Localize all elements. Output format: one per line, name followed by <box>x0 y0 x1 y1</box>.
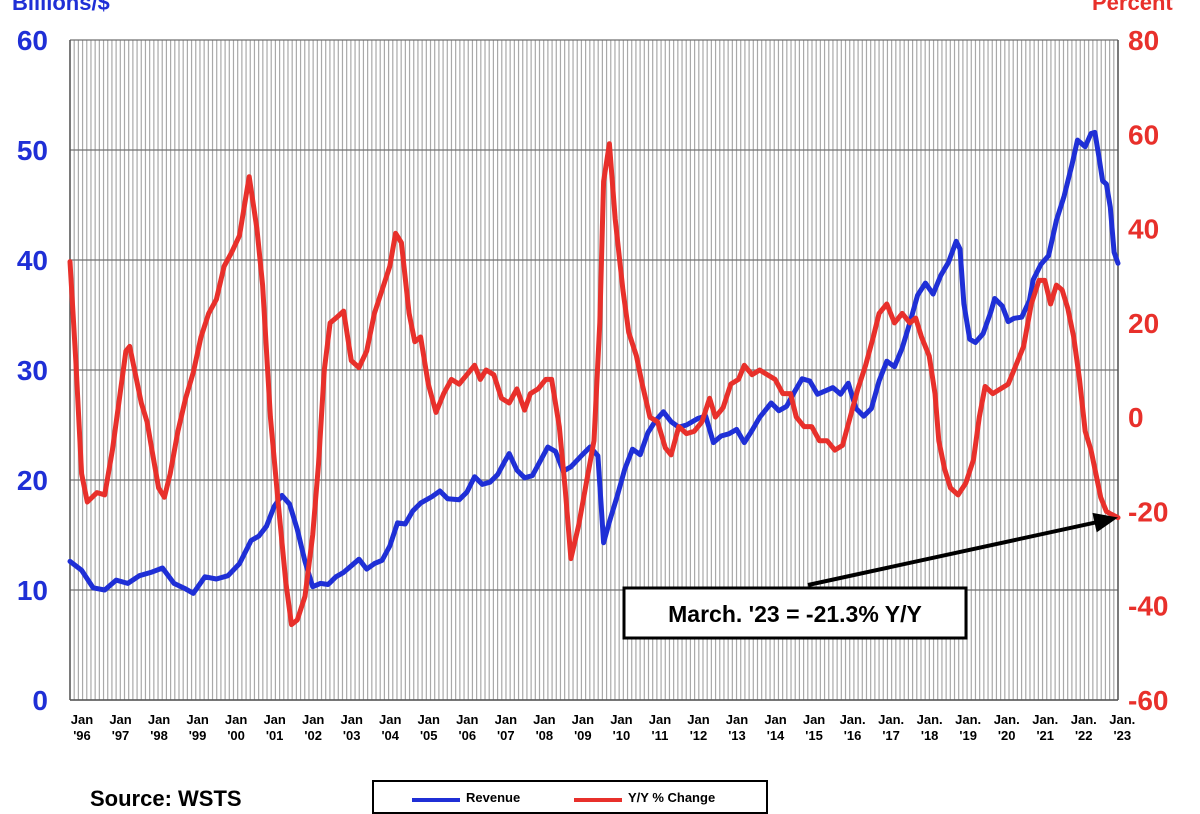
x-tick-label: Jan <box>610 712 632 727</box>
x-tick-label: Jan <box>225 712 247 727</box>
right-tick-label: 0 <box>1128 402 1144 433</box>
x-tick-label: '96 <box>73 728 91 743</box>
x-tick-label: Jan <box>302 712 324 727</box>
x-tick-label: Jan <box>649 712 671 727</box>
x-tick-label: '19 <box>959 728 977 743</box>
x-tick-label: '99 <box>189 728 207 743</box>
x-tick-label: '08 <box>536 728 554 743</box>
x-tick-label: '20 <box>998 728 1016 743</box>
x-tick-label: '02 <box>304 728 322 743</box>
x-tick-label: '23 <box>1114 728 1132 743</box>
annotation-arrow-head <box>1092 512 1118 533</box>
annotation-arrow-shaft <box>807 518 1105 587</box>
x-tick-label: '15 <box>805 728 823 743</box>
x-tick-label: '10 <box>613 728 631 743</box>
x-tick-label: Jan <box>263 712 285 727</box>
x-tick-label: Jan. <box>1032 712 1058 727</box>
x-tick-label: Jan <box>71 712 93 727</box>
x-tick-label: '17 <box>882 728 900 743</box>
x-tick-label: '98 <box>150 728 168 743</box>
x-tick-label: '12 <box>690 728 708 743</box>
right-tick-label: 40 <box>1128 214 1159 245</box>
x-tick-label: '05 <box>420 728 438 743</box>
right-tick-label: 60 <box>1128 119 1159 150</box>
legend-label-revenue: Revenue <box>466 790 521 805</box>
right-tick-label: 20 <box>1128 308 1159 339</box>
x-tick-label: Jan <box>533 712 555 727</box>
legend: Revenue Y/Y % Change <box>372 780 768 814</box>
x-tick-label: Jan <box>687 712 709 727</box>
x-tick-label: '04 <box>381 728 399 743</box>
x-tick-label: Jan <box>803 712 825 727</box>
x-tick-label: Jan <box>495 712 517 727</box>
x-tick-label: Jan <box>764 712 786 727</box>
x-tick-label: Jan. <box>840 712 866 727</box>
x-tick-label: Jan. <box>994 712 1020 727</box>
right-tick-label: -20 <box>1128 496 1168 527</box>
x-tick-label: Jan <box>726 712 748 727</box>
x-tick-label: '22 <box>1075 728 1093 743</box>
legend-swatch-revenue <box>412 798 460 802</box>
legend-swatch-yoy <box>574 798 622 802</box>
x-tick-label: '03 <box>343 728 361 743</box>
series-line-revenue <box>67 129 1121 596</box>
x-tick-label: '00 <box>227 728 245 743</box>
left-tick-label: 50 <box>17 135 48 166</box>
left-tick-label: 40 <box>17 245 48 276</box>
x-tick-label: '18 <box>921 728 939 743</box>
x-tick-label: '16 <box>844 728 862 743</box>
x-tick-label: Jan <box>572 712 594 727</box>
x-tick-label: '97 <box>112 728 130 743</box>
x-tick-label: Jan <box>109 712 131 727</box>
x-tick-label: Jan. <box>1109 712 1135 727</box>
annotation-text: March. '23 = -21.3% Y/Y <box>668 601 922 627</box>
left-tick-label: 20 <box>17 465 48 496</box>
x-tick-label: '06 <box>459 728 477 743</box>
x-tick-label: Jan <box>418 712 440 727</box>
x-tick-label: '09 <box>574 728 592 743</box>
x-tick-label: Jan <box>186 712 208 727</box>
left-tick-label: 60 <box>17 25 48 56</box>
x-tick-label: Jan. <box>917 712 943 727</box>
x-tick-label: '13 <box>728 728 746 743</box>
x-tick-label: Jan. <box>878 712 904 727</box>
left-tick-label: 10 <box>17 575 48 606</box>
x-tick-label: '07 <box>497 728 515 743</box>
x-tick-label: Jan <box>341 712 363 727</box>
x-tick-label: '01 <box>266 728 284 743</box>
right-tick-label: -40 <box>1128 591 1168 622</box>
right-axis-title: Percent <box>1092 0 1173 15</box>
x-tick-label: '21 <box>1036 728 1054 743</box>
x-tick-label: '11 <box>652 728 669 743</box>
x-tick-label: Jan <box>148 712 170 727</box>
legend-label-yoy: Y/Y % Change <box>628 790 716 805</box>
left-tick-label: 30 <box>17 355 48 386</box>
x-tick-label: Jan. <box>1071 712 1097 727</box>
right-tick-label: -60 <box>1128 685 1168 716</box>
x-tick-label: Jan. <box>955 712 981 727</box>
left-axis-title: Billions/$ <box>12 0 110 15</box>
x-tick-label: Jan <box>379 712 401 727</box>
x-tick-label: '14 <box>767 728 785 743</box>
annotation-box <box>622 586 968 640</box>
right-tick-label: 80 <box>1128 25 1159 56</box>
series-line-y-y-change <box>67 141 1121 628</box>
left-tick-label: 0 <box>32 685 48 716</box>
x-tick-label: Jan <box>456 712 478 727</box>
source-note: Source: WSTS <box>90 786 242 811</box>
